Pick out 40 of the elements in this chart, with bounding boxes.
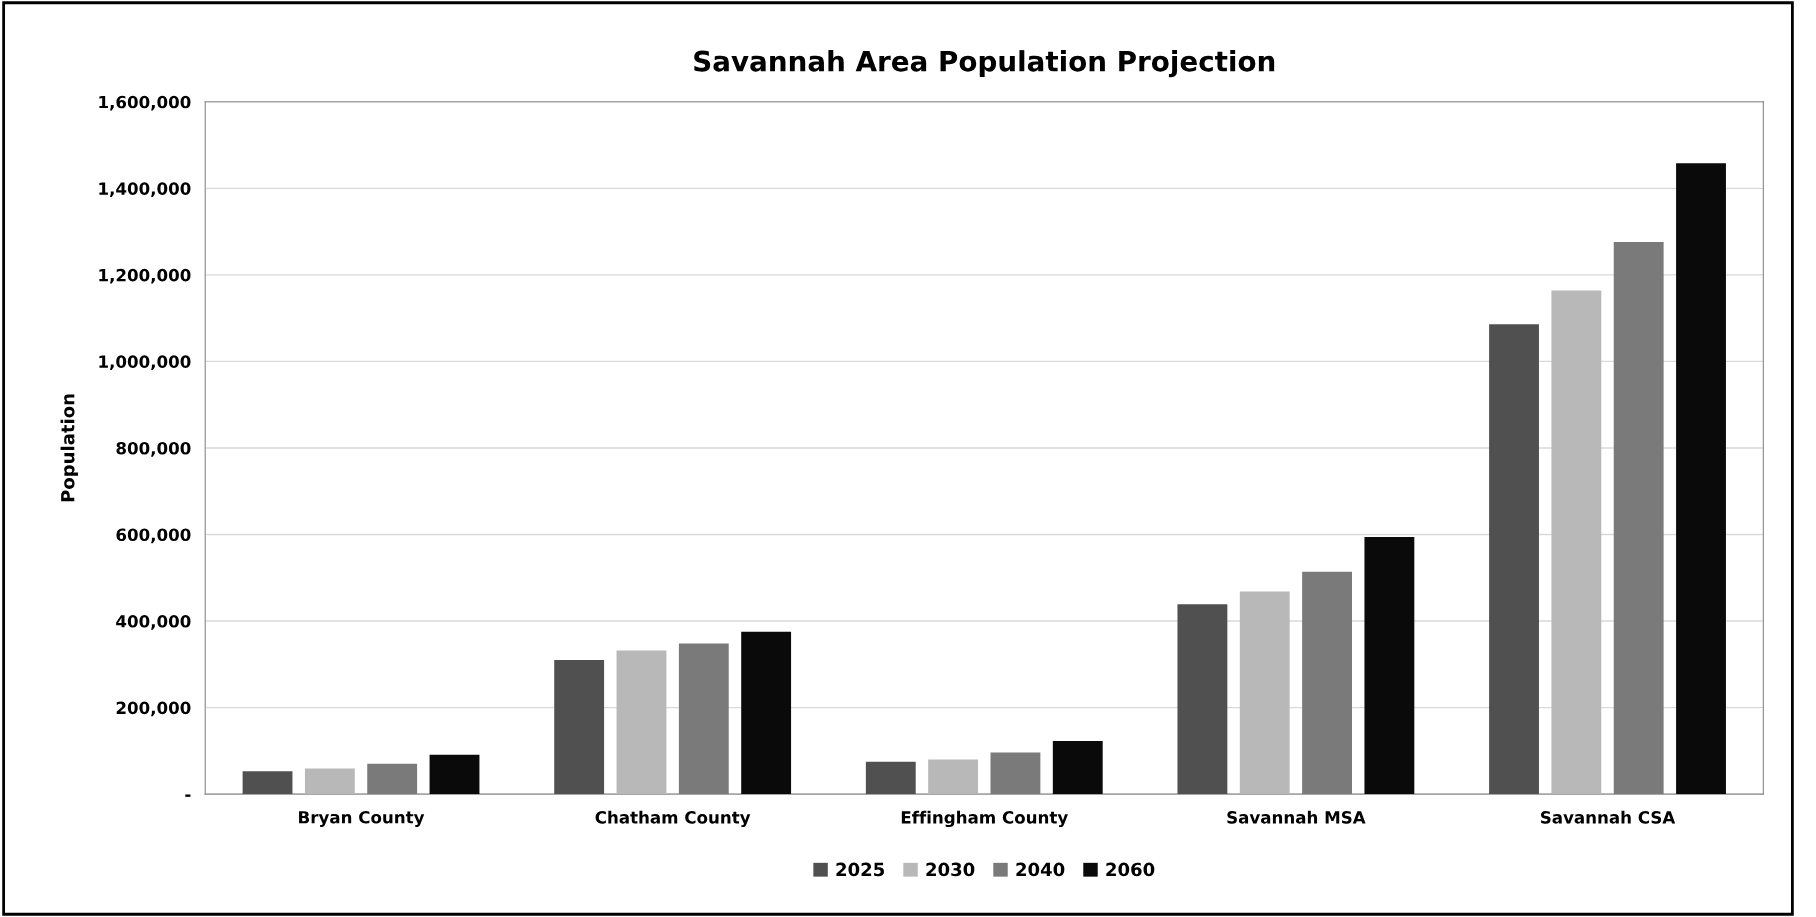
bar [1177, 604, 1228, 795]
legend-label: 2030 [926, 862, 975, 877]
y-tick-label: 800,000 [116, 441, 191, 457]
bar [678, 643, 729, 795]
y-tick-label: 200,000 [116, 701, 191, 717]
x-tick-label: Bryan County [299, 810, 425, 827]
x-tick-label: Savannah MSA [1227, 810, 1366, 824]
bar [242, 771, 293, 795]
bar [1302, 571, 1352, 795]
bar [367, 763, 418, 795]
legend-label: 2040 [1016, 862, 1065, 877]
y-tick-label: 400,000 [116, 615, 191, 630]
bar [304, 768, 355, 795]
bar [429, 754, 480, 795]
bar [1052, 740, 1103, 795]
chart-title: Savannah Area Population Projection [694, 50, 1275, 78]
y-tick-label: 600,000 [116, 528, 191, 544]
y-tick-label: 1,200,000 [99, 268, 191, 284]
bar [1364, 537, 1415, 795]
bar [741, 631, 792, 795]
bar [1676, 163, 1726, 795]
legend-label: 2060 [1106, 862, 1155, 877]
bar [1551, 290, 1602, 795]
bar [616, 650, 667, 795]
x-tick-label: Savannah CSA [1540, 810, 1676, 824]
x-tick-label: Chatham County [595, 810, 751, 828]
bar [865, 761, 916, 795]
y-tick-label: 1,600,000 [99, 95, 191, 111]
y-tick-label: 1,000,000 [99, 355, 191, 371]
bar [1239, 591, 1290, 795]
legend-label: 2025 [836, 862, 885, 877]
bar [928, 759, 979, 795]
y-axis-title: Population [60, 394, 79, 502]
y-tick-label: 1,400,000 [99, 182, 191, 198]
bar [990, 752, 1041, 795]
bar [554, 659, 605, 795]
bar [1613, 241, 1664, 795]
bar [1489, 324, 1539, 795]
x-tick-label: Effingham County [901, 810, 1068, 828]
y-tick-label: - [185, 794, 191, 797]
